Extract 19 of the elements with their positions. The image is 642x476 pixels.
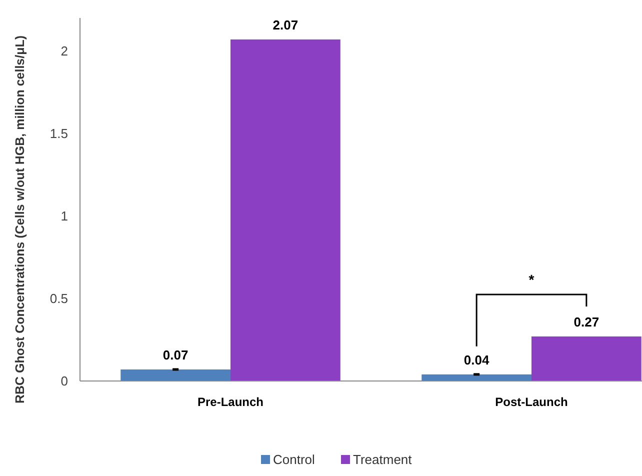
y-tick-label: 0.5 <box>50 291 68 306</box>
x-tick-label: Pre-Launch <box>197 395 264 409</box>
data-label: 0.04 <box>464 352 490 368</box>
y-tick-label: 1 <box>60 208 68 224</box>
data-label: 2.07 <box>272 17 298 32</box>
bar <box>230 39 340 381</box>
legend-label: Treatment <box>353 452 412 467</box>
data-label: 0.27 <box>574 314 600 330</box>
annotation: * <box>528 271 535 288</box>
y-axis-title: RBC Ghost Concentrations (Cells w/out HGB, million cells/μL) <box>13 35 27 404</box>
y-tick-label: 1.5 <box>50 126 68 142</box>
bar <box>120 369 230 381</box>
bar <box>422 374 532 381</box>
x-tick-label: Post-Launch <box>495 395 568 409</box>
y-tick-label: 0 <box>60 374 68 389</box>
data-label: 0.07 <box>162 347 188 362</box>
bar <box>532 336 642 381</box>
legend-label: Control <box>273 452 316 467</box>
y-tick-label: 2 <box>60 44 68 59</box>
